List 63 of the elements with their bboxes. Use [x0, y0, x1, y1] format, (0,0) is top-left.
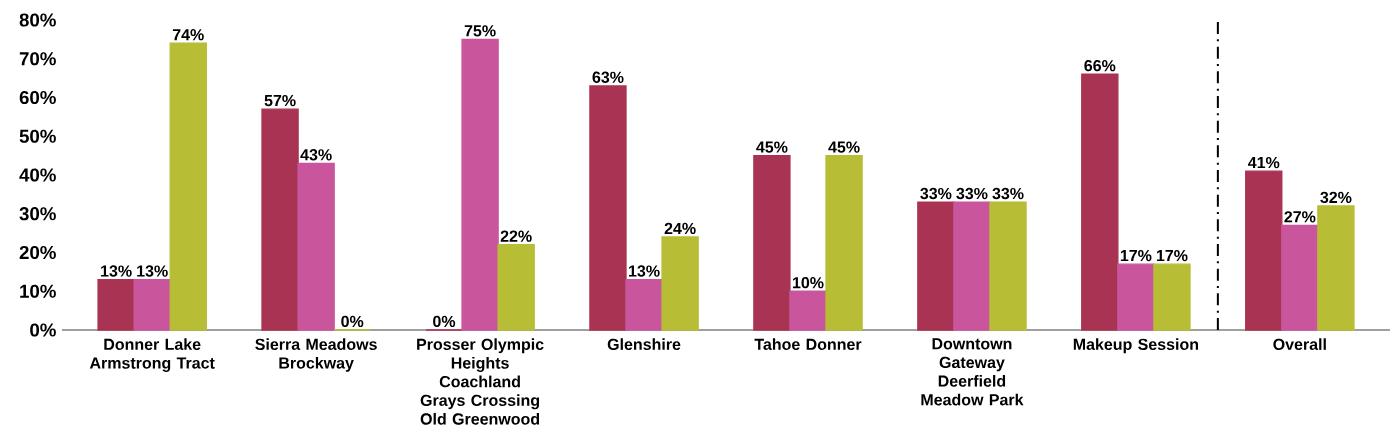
- bar: [953, 201, 991, 331]
- data-label: 74%: [172, 29, 204, 41]
- y-tick-label: 80%: [19, 13, 56, 27]
- y-tick-label: 0%: [30, 323, 56, 337]
- x-tick-label: Tahoe Donner: [754, 338, 862, 351]
- x-tick-label: Donner Lake Armstrong Tract: [89, 338, 215, 372]
- bar: [1153, 263, 1191, 331]
- bar: [169, 42, 207, 331]
- y-tick-label: 50%: [19, 129, 56, 143]
- data-label: 10%: [792, 276, 824, 289]
- data-label: 17%: [1156, 249, 1188, 262]
- bar: [1281, 224, 1319, 331]
- x-tick-label: Sierra Meadows Brockway: [255, 338, 377, 372]
- bar: [297, 162, 335, 331]
- y-tick-label: 40%: [19, 168, 56, 182]
- bar: [589, 85, 627, 331]
- data-label: 41%: [1248, 156, 1280, 169]
- bar: [1317, 205, 1355, 331]
- bar: [917, 201, 955, 331]
- data-label: 0%: [433, 315, 456, 328]
- data-label: 13%: [101, 265, 132, 277]
- data-label: 33%: [956, 187, 988, 200]
- y-tick-label: 60%: [19, 90, 56, 105]
- bar: [789, 290, 827, 331]
- data-label: 24%: [664, 222, 696, 235]
- data-label: 0%: [341, 315, 364, 328]
- bar: [497, 244, 535, 331]
- bar: [1117, 263, 1155, 331]
- x-tick-label: Downtown Gateway Deerfield Meadow Park: [921, 338, 1024, 406]
- data-label: 13%: [629, 265, 660, 277]
- y-tick-label: 10%: [20, 284, 56, 298]
- bar: [625, 278, 663, 331]
- y-tick-label: 30%: [19, 207, 56, 221]
- x-tick-label: Makeup Session: [1073, 338, 1199, 354]
- data-label: 57%: [264, 94, 296, 107]
- data-label: 75%: [464, 25, 496, 37]
- bar: [753, 154, 791, 331]
- x-tick-label: Glenshire: [607, 338, 681, 351]
- data-label: 45%: [756, 141, 788, 153]
- y-tick-label: 70%: [19, 52, 56, 66]
- data-label: 43%: [300, 149, 332, 161]
- data-label: 66%: [1084, 60, 1116, 72]
- bar: [261, 108, 299, 331]
- bar: [989, 201, 1027, 331]
- data-label: 45%: [828, 141, 860, 153]
- bar: [1081, 73, 1119, 331]
- x-tick-label: Overall: [1273, 338, 1326, 351]
- x-tick-label: Prosser Olympic Heights Coachland Grays Crossing Old Greenwood: [417, 338, 544, 425]
- data-label: 32%: [1320, 191, 1352, 204]
- bar: [133, 278, 171, 331]
- data-label: 33%: [992, 187, 1024, 200]
- y-tick-label: 20%: [19, 245, 56, 260]
- bar: [461, 38, 499, 331]
- bar: [1245, 170, 1283, 331]
- data-label: 22%: [500, 230, 532, 242]
- data-label: 33%: [920, 187, 952, 200]
- data-label: 13%: [137, 265, 168, 277]
- bar: [97, 278, 135, 331]
- bar: [661, 236, 699, 331]
- data-label: 63%: [592, 71, 624, 83]
- data-label: 17%: [1120, 249, 1152, 262]
- bar: [825, 154, 863, 331]
- data-label: 27%: [1284, 211, 1316, 223]
